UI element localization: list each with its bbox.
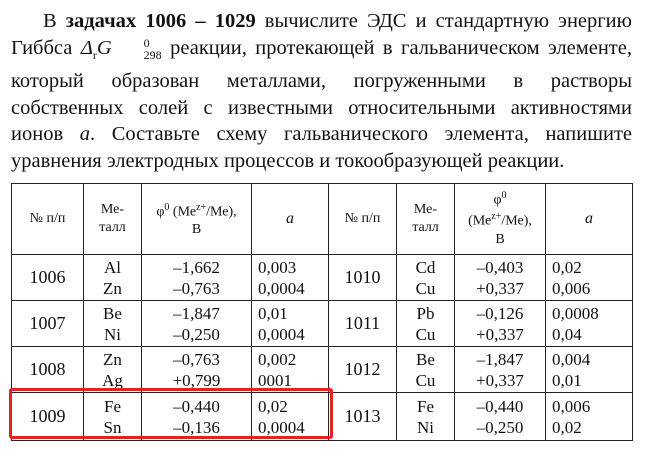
header-phi-right: φ0 (Меz+/Ме), В bbox=[454, 183, 546, 255]
row-potentials: –0,763 +0,799 bbox=[141, 346, 252, 393]
row-metals: Be Cu bbox=[396, 346, 455, 393]
header-metal-line1: Ме- bbox=[100, 202, 125, 217]
gibbs-superscript: 0 bbox=[143, 35, 150, 50]
row-activities: 0,02 0,0004 bbox=[251, 392, 329, 441]
header-phi-left: φ0 (Меz+/Ме), В bbox=[141, 183, 252, 255]
row-activities: 0,002 0001 bbox=[251, 346, 329, 393]
intro-text-4: . Составьте схему гальванического элемен… bbox=[11, 123, 633, 173]
table-header-row: № п/п Ме- талл φ0 (Меz+/Ме), В a № п/п М… bbox=[11, 183, 633, 255]
header-metal-right: Ме- талл bbox=[396, 183, 455, 255]
row-num: 1011 bbox=[328, 300, 397, 347]
row-potentials: –1,847 –0,250 bbox=[141, 300, 252, 347]
table-row: 1006 Al Zn –1,662 –0,763 0,003 0,0004 1010 … bbox=[11, 254, 633, 301]
row-potentials: –0,440 –0,250 bbox=[454, 392, 546, 441]
row-metals: Fe Ni bbox=[396, 392, 455, 441]
row-activities: 0,003 0,0004 bbox=[251, 254, 329, 301]
row-metals: Fe Sn bbox=[83, 392, 142, 441]
row-num: 1007 bbox=[11, 300, 84, 347]
header-activity-right: a bbox=[545, 183, 633, 255]
header-num-right: № п/п bbox=[328, 183, 397, 255]
intro-text-1: В bbox=[43, 10, 66, 32]
row-num: 1009 bbox=[11, 392, 84, 441]
problem-range: задачах 1006 – 1029 bbox=[65, 10, 256, 32]
row-activities: 0,006 0,02 bbox=[545, 392, 633, 441]
row-num: 1013 bbox=[328, 392, 397, 441]
header-activity-left: a bbox=[251, 183, 329, 255]
table-row: 1008 Zn Ag –0,763 +0,799 0,002 0001 1012 Be… bbox=[11, 346, 633, 393]
header-metal-line2: талл bbox=[99, 220, 126, 235]
gibbs-temperature: 298 bbox=[143, 47, 162, 62]
row-metals: Al Zn bbox=[83, 254, 142, 301]
header-num-left: № п/п bbox=[11, 183, 84, 255]
row-activities: 0,02 0,006 bbox=[545, 254, 633, 301]
header-metal-left: Ме- талл bbox=[83, 183, 142, 255]
row-activities: 0,004 0,01 bbox=[545, 346, 633, 393]
intro-text-2: вычислите ЭДС и стандартную энергию Гибб… bbox=[11, 10, 632, 59]
header-phi-unit: В bbox=[191, 222, 202, 238]
row-metals: Be Ni bbox=[83, 300, 142, 347]
row-num: 1012 bbox=[328, 346, 397, 393]
gibbs-symbol: ΔrG 0 298 bbox=[80, 35, 162, 62]
activity-symbol: a bbox=[79, 123, 90, 146]
row-metals: Zn Ag bbox=[83, 346, 142, 393]
gibbs-subscript-r: r bbox=[92, 47, 97, 62]
row-potentials: –0,440 –0,136 bbox=[141, 392, 252, 441]
row-potentials: –1,662 –0,763 bbox=[141, 254, 252, 301]
electrode-potentials-table: № п/п Ме- талл φ0 (Меz+/Ме), В a № п/п М… bbox=[11, 183, 633, 441]
row-num: 1010 bbox=[328, 254, 397, 301]
gibbs-letter: G bbox=[96, 36, 112, 59]
row-potentials: –0,126 +0,337 bbox=[454, 300, 546, 347]
problem-paragraph: В задачах 1006 – 1029 вычислите ЭДС и ст… bbox=[11, 8, 632, 175]
row-num: 1006 bbox=[11, 254, 84, 301]
row-metals: Pb Cu bbox=[396, 300, 455, 347]
delta-symbol: Δ bbox=[80, 36, 93, 59]
table-row: 1007 Be Ni –1,847 –0,250 0,01 0,0004 1011 P… bbox=[11, 300, 633, 347]
row-num: 1008 bbox=[11, 346, 84, 393]
row-metals: Cd Cu bbox=[396, 254, 455, 301]
intro-text-3: реакции, протекающей в гальваническом эл… bbox=[11, 36, 632, 146]
problem-statement: В задачах 1006 – 1029 вычислите ЭДС и ст… bbox=[11, 8, 632, 175]
row-activities: 0,01 0,0004 bbox=[251, 300, 329, 347]
table-row: 1009 Fe Sn –0,440 –0,136 0,02 0,0004 1013 F… bbox=[11, 392, 633, 441]
row-potentials: –0,403 +0,337 bbox=[454, 254, 546, 301]
row-activities: 0,0008 0,04 bbox=[545, 300, 633, 347]
row-potentials: –1,847 +0,337 bbox=[454, 346, 546, 393]
